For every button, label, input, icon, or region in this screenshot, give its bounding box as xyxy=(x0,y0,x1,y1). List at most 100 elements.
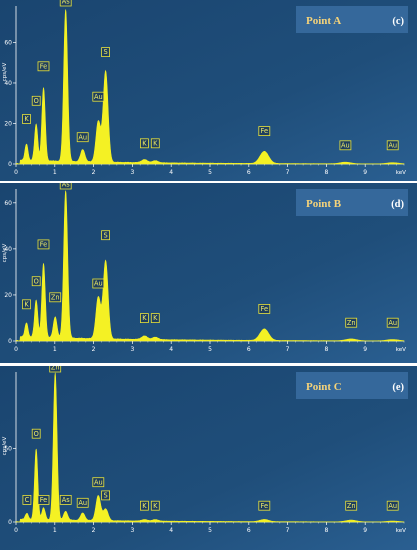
peak-label-zn: Zn xyxy=(49,292,62,303)
x-tick-label: 5 xyxy=(208,346,212,353)
peak-label-box xyxy=(92,91,105,102)
y-axis-title: cps/eV xyxy=(2,243,8,262)
peak-label-box xyxy=(258,126,271,136)
peak-label-text: S xyxy=(104,48,108,56)
peak-label-box xyxy=(22,299,31,310)
peak-label-fe: Fe xyxy=(258,126,271,136)
peak-label-text: S xyxy=(104,492,108,500)
peak-label-box xyxy=(37,239,50,250)
peak-label-au: Au xyxy=(386,140,399,151)
peak-label-k: K xyxy=(22,299,31,310)
peak-label-box xyxy=(49,366,62,373)
point-label-box: Point A (c) xyxy=(296,6,408,33)
peak-label-text: Au xyxy=(94,93,103,101)
peak-label-box xyxy=(76,132,89,143)
peak-label-box xyxy=(150,138,160,149)
peak-label-text: Au xyxy=(341,141,350,149)
peak-label-au: Au xyxy=(76,132,89,143)
peak-label-k: K xyxy=(139,138,149,149)
peak-label-box xyxy=(22,494,32,505)
peak-label-text: Au xyxy=(78,499,87,507)
peak-label-box xyxy=(92,477,105,488)
peak-label-k: K xyxy=(22,114,31,124)
x-tick-label: 2 xyxy=(92,346,96,353)
x-tick-label: 8 xyxy=(324,169,328,176)
y-tick-label: 0 xyxy=(8,519,12,526)
point-label-box: Point B (d) xyxy=(296,189,408,216)
peak-label-box xyxy=(31,428,41,439)
peak-label-box xyxy=(150,313,160,324)
peak-label-box xyxy=(59,0,72,7)
y-tick-label: 40 xyxy=(4,246,12,253)
point-box-bg xyxy=(296,189,408,216)
x-tick-label: 4 xyxy=(169,527,173,534)
peak-label-text: S xyxy=(104,231,108,239)
x-tick-label: 3 xyxy=(130,346,134,353)
peak-label-o: O xyxy=(31,95,41,106)
peak-label-au: Au xyxy=(92,91,105,102)
peak-label-text: Fe xyxy=(261,502,269,510)
peak-label-box xyxy=(258,304,271,314)
y-tick-label: 60 xyxy=(4,39,12,46)
peak-label-zn: Zn xyxy=(345,500,358,511)
x-tick-label: 7 xyxy=(286,169,290,176)
peak-label-k: K xyxy=(139,313,149,324)
peak-label-k: K xyxy=(150,313,160,324)
peak-label-text: Au xyxy=(78,133,87,141)
peak-label-text: As xyxy=(62,0,71,6)
peak-label-box xyxy=(37,494,50,505)
peak-label-box xyxy=(139,313,149,324)
point-label: Point B xyxy=(306,198,342,210)
x-axis-title: keV xyxy=(396,170,406,176)
x-tick-label: 2 xyxy=(92,169,96,176)
x-tick-label: 8 xyxy=(324,527,328,534)
peak-label-o: O xyxy=(31,428,41,439)
peak-label-text: Au xyxy=(388,319,397,327)
x-tick-label: 3 xyxy=(130,169,134,176)
x-tick-label: 4 xyxy=(169,346,173,353)
peak-label-box xyxy=(139,138,149,149)
peak-label-box xyxy=(339,140,352,151)
peak-label-box xyxy=(31,95,41,106)
y-tick-label: 0 xyxy=(8,161,12,168)
peak-label-text: Fe xyxy=(40,496,48,504)
peak-label-box xyxy=(76,497,89,508)
peak-label-c: C xyxy=(22,494,32,505)
peak-label-text: Zn xyxy=(51,293,60,301)
peak-label-fe: Fe xyxy=(37,239,50,250)
peak-label-text: As xyxy=(62,496,71,504)
y-tick-label: 20 xyxy=(4,120,12,127)
y-axis-title: cps/eV xyxy=(2,62,8,81)
peak-label-s: S xyxy=(101,490,110,501)
y-tick-label: 0 xyxy=(8,338,12,345)
x-tick-label: 9 xyxy=(363,527,367,534)
peak-label-box xyxy=(345,500,358,511)
spectrum-area xyxy=(15,9,405,165)
x-tick-label: 0 xyxy=(14,527,18,534)
x-tick-label: 6 xyxy=(247,527,251,534)
peak-label-as: As xyxy=(59,183,72,190)
x-tick-label: 8 xyxy=(324,346,328,353)
panel-letter: (c) xyxy=(392,16,404,27)
peak-label-k: K xyxy=(139,500,149,511)
spectrum-area xyxy=(15,190,405,342)
x-tick-label: 7 xyxy=(286,346,290,353)
x-tick-label: 6 xyxy=(247,346,251,353)
peak-label-box xyxy=(49,292,62,303)
peak-label-text: Zn xyxy=(51,366,60,372)
x-tick-label: 5 xyxy=(208,169,212,176)
peak-label-box xyxy=(101,47,110,57)
peak-label-zn: Zn xyxy=(345,317,358,328)
peak-label-as: As xyxy=(59,494,72,505)
peak-label-box xyxy=(386,317,399,328)
peak-label-text: K xyxy=(153,502,158,510)
peak-label-text: K xyxy=(24,300,29,308)
x-tick-label: 9 xyxy=(363,346,367,353)
peak-label-k: K xyxy=(150,138,160,149)
peak-label-text: As xyxy=(62,183,71,189)
peak-label-text: K xyxy=(24,115,29,123)
peak-label-box xyxy=(59,183,72,190)
point-box-bg xyxy=(296,6,408,33)
peak-label-text: O xyxy=(34,430,39,438)
peak-label-text: O xyxy=(34,277,39,285)
